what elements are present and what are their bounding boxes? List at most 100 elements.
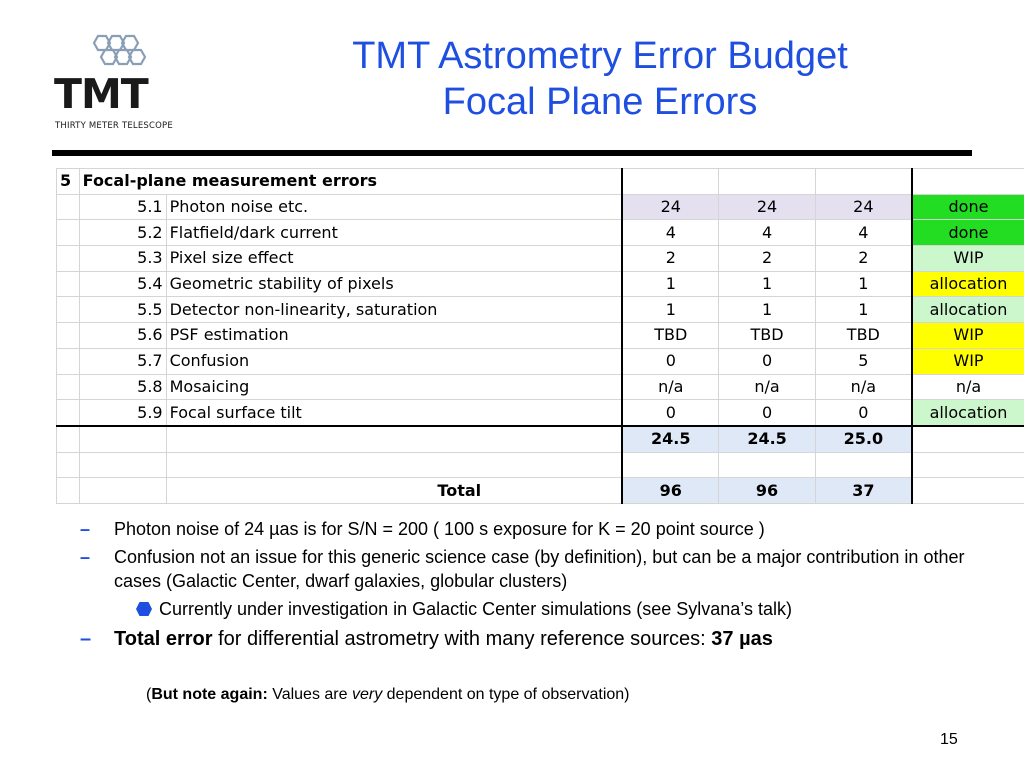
row-value-1: 2 (621, 245, 720, 272)
error-budget-table: 5 Focal-plane measurement errors 5.1 Phot… (56, 168, 1024, 504)
row-number: 5.2 (78, 219, 167, 247)
row-number: 5.3 (78, 245, 167, 272)
row-blank-cell (56, 322, 80, 349)
dash-bullet: – (80, 519, 91, 539)
row-blank-cell (56, 219, 80, 247)
list-item: – Photon noise of 24 µas is for S/N = 20… (80, 517, 1000, 541)
total-row: Total 96 96 37 (56, 477, 1024, 504)
row-status: WIP (910, 245, 1024, 272)
blank-cell (56, 424, 80, 453)
row-name: Detector non-linearity, saturation (165, 296, 623, 324)
row-value-1: n/a (621, 373, 720, 401)
row-value-3: 2 (814, 245, 913, 272)
row-blank-cell (56, 193, 80, 221)
row-value-1: 1 (621, 270, 720, 298)
note-bold: But note again: (151, 686, 268, 703)
subtotal-row: 24.5 24.5 25.0 (56, 424, 1024, 453)
row-value-2: 1 (718, 296, 816, 324)
row-value-2: 1 (718, 270, 816, 298)
row-value-3: 4 (814, 219, 913, 247)
note-italic: very (351, 686, 383, 703)
table-row: 5.2 Flatfield/dark current 4 4 4 done (56, 219, 1024, 247)
section-label: Focal-plane measurement errors (78, 168, 623, 195)
header-cell (814, 168, 913, 195)
row-name: Mosaicing (165, 373, 623, 401)
subtotal-value-2: 24.5 (718, 424, 816, 453)
row-value-1: 24 (621, 193, 720, 221)
row-blank-cell (56, 373, 80, 401)
blank-cell (56, 451, 80, 479)
row-number: 5.4 (78, 270, 167, 298)
total-value-3: 37 (814, 477, 913, 504)
row-value-3: 24 (814, 193, 913, 221)
table-row: 5.1 Photon noise etc. 24 24 24 done (56, 193, 1024, 221)
header-cell (621, 168, 720, 195)
total-value-1: 96 (621, 477, 720, 504)
table-row: 5.3 Pixel size effect 2 2 2 WIP (56, 245, 1024, 272)
row-status: done (910, 219, 1024, 247)
row-name: Confusion (165, 347, 623, 375)
row-name: PSF estimation (165, 322, 623, 349)
row-number: 5.8 (78, 373, 167, 401)
section-number: 5 (56, 168, 80, 195)
list-item: – Total error for differential astrometr… (80, 627, 1000, 651)
row-blank-cell (56, 296, 80, 324)
blank-cell (78, 451, 167, 479)
row-value-2: 24 (718, 193, 816, 221)
row-status: done (910, 193, 1024, 221)
total-error-label: Total error (114, 628, 213, 650)
row-name: Focal surface tilt (165, 399, 623, 427)
row-value-1: 0 (621, 399, 720, 427)
note-part-2: dependent on type of observation) (382, 686, 630, 703)
row-value-1: 1 (621, 296, 720, 324)
row-value-3: TBD (814, 322, 913, 349)
row-value-3: 0 (814, 399, 913, 427)
bullet-text: Confusion not an issue for this generic … (114, 547, 965, 591)
table-row: 5.5 Detector non-linearity, saturation 1 1 1… (56, 296, 1024, 324)
blank-cell (910, 424, 1024, 453)
row-name: Geometric stability of pixels (165, 270, 623, 298)
row-status: WIP (910, 322, 1024, 349)
row-value-2: 2 (718, 245, 816, 272)
note-part-1: Values are (267, 686, 352, 703)
row-blank-cell (56, 245, 80, 272)
bullet-text: for differential astrometry with many re… (212, 628, 712, 650)
row-status: n/a (910, 373, 1024, 401)
table-header-row: 5 Focal-plane measurement errors (56, 168, 1024, 195)
row-name: Pixel size effect (165, 245, 623, 272)
row-value-2: 4 (718, 219, 816, 247)
bullet-text: Photon noise of 24 µas is for S/N = 200 … (114, 519, 765, 539)
header-cell (910, 168, 1024, 195)
notes-list: – Photon noise of 24 µas is for S/N = 20… (80, 517, 1000, 655)
blank-cell (910, 451, 1024, 479)
table-row: 5.4 Geometric stability of pixels 1 1 1 alloc… (56, 270, 1024, 298)
sub-bullet-text: Currently under investigation in Galacti… (159, 599, 792, 619)
row-value-1: 4 (621, 219, 720, 247)
page-number: 15 (940, 731, 958, 748)
title-line-1: TMT Astrometry Error Budget (352, 35, 848, 77)
row-value-3: 1 (814, 296, 913, 324)
blank-cell (910, 477, 1024, 504)
row-number: 5.5 (78, 296, 167, 324)
hexagon-bullet-icon (136, 602, 152, 616)
list-item: – Confusion not an issue for this generi… (80, 545, 1000, 593)
blank-cell (78, 477, 167, 504)
logo-wordmark: TMT (54, 70, 149, 118)
row-value-3: n/a (814, 373, 913, 401)
blank-cell (814, 451, 913, 479)
row-value-3: 1 (814, 270, 913, 298)
row-status: allocation (910, 399, 1024, 427)
table-row: 5.6 PSF estimation TBD TBD TBD WIP (56, 322, 1024, 349)
row-number: 5.1 (78, 193, 167, 221)
row-value-3: 5 (814, 347, 913, 375)
subtotal-value-3: 25.0 (814, 424, 913, 453)
logo-subtitle: THIRTY METER TELESCOPE (55, 121, 173, 131)
sub-list-item: Currently under investigation in Galacti… (80, 597, 1000, 621)
subtotal-value-1: 24.5 (621, 424, 720, 453)
row-status: allocation (910, 270, 1024, 298)
row-value-2: n/a (718, 373, 816, 401)
blank-cell (718, 451, 816, 479)
row-status: allocation (910, 296, 1024, 324)
row-number: 5.9 (78, 399, 167, 427)
title-line-2: Focal Plane Errors (442, 81, 758, 123)
